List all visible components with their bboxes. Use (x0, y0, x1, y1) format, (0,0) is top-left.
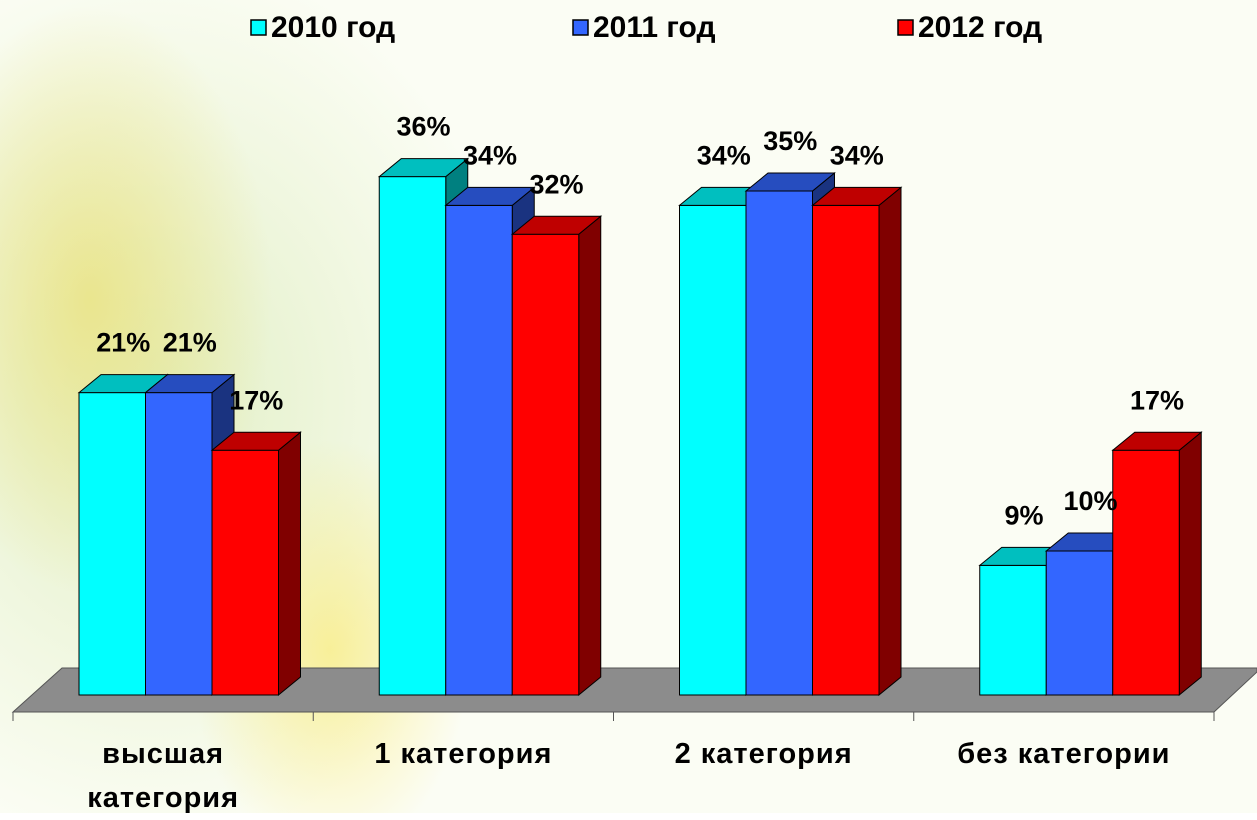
bar (211, 449, 279, 696)
x-tick-label: без категории (957, 738, 1171, 770)
bar-side (878, 186, 902, 697)
bar (979, 564, 1047, 696)
bar (511, 233, 580, 696)
bar-top (377, 158, 470, 178)
legend-swatch (897, 19, 914, 36)
value-label: 35% (763, 126, 817, 156)
x-tick-label: 2 категория (674, 738, 853, 770)
value-label: 34% (697, 141, 751, 171)
legend-label: 2012 год (918, 11, 1042, 44)
bar (1112, 449, 1180, 696)
bar-top (144, 374, 236, 394)
legend-swatch (572, 19, 589, 36)
bar-top (210, 431, 302, 451)
bar-side (278, 431, 301, 697)
bar-side (578, 215, 602, 697)
bar-top (510, 215, 603, 235)
bar (378, 176, 447, 696)
x-tick-label: высшая категория (87, 738, 240, 814)
value-label: 34% (463, 141, 517, 171)
bar-top (1111, 431, 1203, 451)
bar (679, 204, 747, 696)
value-label: 34% (830, 141, 884, 171)
value-label: 32% (529, 169, 583, 199)
bar (745, 190, 813, 696)
legend-label: 2011 год (593, 11, 716, 44)
bar (445, 204, 513, 696)
value-label: 17% (1130, 385, 1184, 415)
value-label: 36% (396, 112, 450, 142)
value-label: 9% (1004, 501, 1043, 531)
value-label: 10% (1063, 486, 1117, 516)
legend-swatch (250, 19, 267, 36)
bar (145, 392, 213, 696)
bar-top (444, 186, 536, 206)
bar-top (744, 172, 836, 192)
bar-side (1178, 431, 1202, 697)
bar (812, 204, 880, 696)
bar (1045, 550, 1114, 696)
value-label: 21% (96, 328, 150, 358)
legend-label: 2010 год (271, 11, 395, 44)
bar-top (811, 186, 903, 206)
x-tick-label: 1 категория (374, 738, 553, 770)
bar (78, 392, 146, 696)
value-label: 17% (229, 385, 283, 415)
value-label: 21% (163, 328, 217, 358)
